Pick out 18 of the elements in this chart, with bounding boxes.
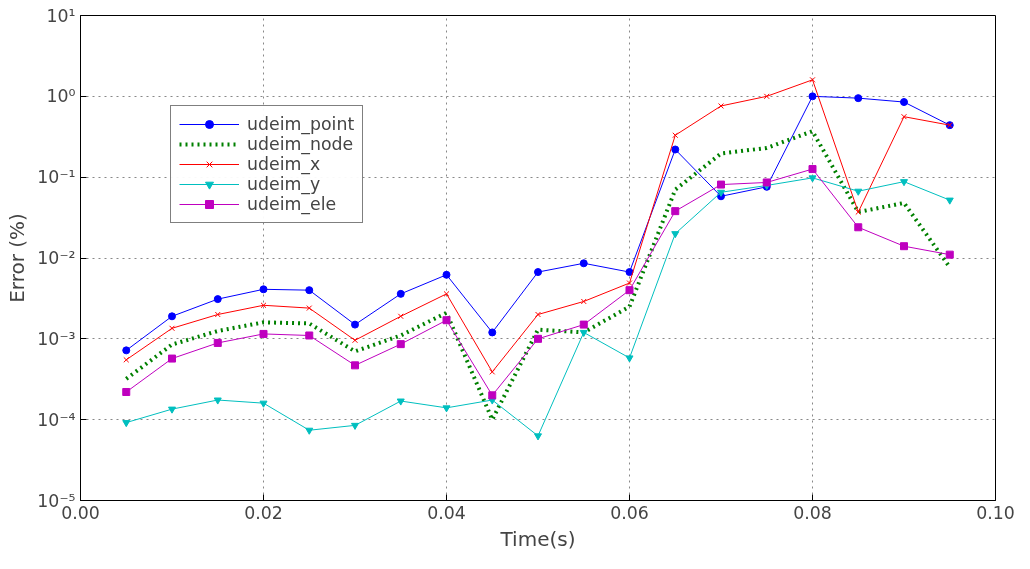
y-axis-title: Error (%) (5, 213, 30, 303)
y-tick-label: 10⁰ (46, 86, 76, 107)
legend-label: udeim_node (247, 134, 354, 154)
x-tick-label: 0.06 (610, 502, 649, 523)
y-tick-label: 10¹ (46, 5, 76, 26)
y-tick-label: 10⁻² (37, 248, 76, 268)
x-tick-label: 0.04 (427, 502, 466, 523)
y-tick-label: 10⁻⁴ (37, 409, 76, 430)
x-tick-label: 0.02 (244, 502, 283, 523)
x-tick-label: 0.10 (976, 502, 1015, 523)
legend-label: udeim_y (247, 174, 321, 194)
y-tick-label: 10⁻¹ (37, 167, 76, 188)
y-tick-label: 10⁻³ (37, 328, 76, 349)
x-tick-label: 0.08 (793, 502, 832, 523)
legend-label: udeim_point (247, 114, 355, 134)
legend-label: udeim_ele (247, 194, 337, 214)
x-axis-title: Time(s) (499, 526, 576, 551)
legend-label: udeim_x (247, 154, 321, 174)
